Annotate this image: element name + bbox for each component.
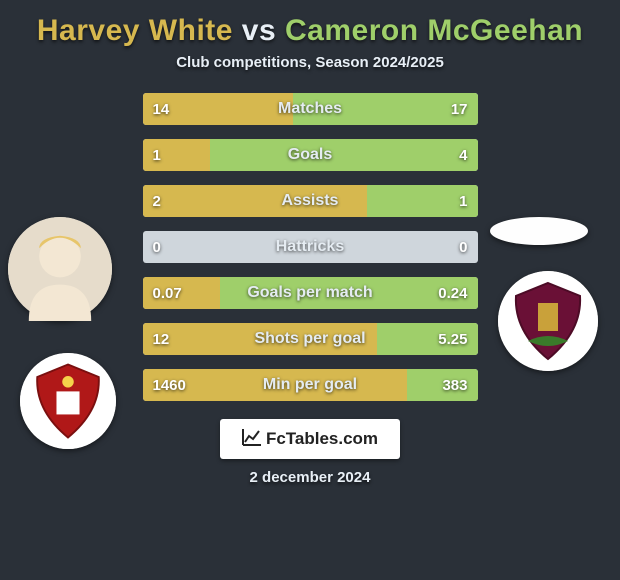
- shield-icon: [20, 353, 116, 449]
- stat-value-left: 1460: [143, 369, 196, 401]
- page-title: Harvey White vs Cameron McGeehan: [0, 0, 620, 54]
- stat-value-right: 0.24: [428, 277, 477, 309]
- vs-text: vs: [233, 14, 285, 47]
- club-crest-right: [498, 271, 598, 371]
- stat-value-left: 0.07: [143, 277, 192, 309]
- stat-value-left: 12: [143, 323, 180, 355]
- club-crest-left: [20, 353, 116, 449]
- bar-fill-right: [210, 139, 478, 171]
- player-left-name: Harvey White: [37, 14, 233, 47]
- shield-icon: [498, 271, 598, 371]
- stat-value-right: 0: [449, 231, 477, 263]
- bar-fill-left: [143, 185, 367, 217]
- stat-value-right: 1: [449, 185, 477, 217]
- brand-text: FcTables.com: [266, 429, 378, 449]
- stat-value-left: 2: [143, 185, 171, 217]
- content-area: 1417Matches14Goals21Assists00Hattricks0.…: [0, 93, 620, 401]
- subtitle: Club competitions, Season 2024/2025: [0, 54, 620, 71]
- stat-value-right: 17: [441, 93, 478, 125]
- stat-value-left: 0: [143, 231, 171, 263]
- stat-value-left: 1: [143, 139, 171, 171]
- brand-logo[interactable]: FcTables.com: [220, 419, 400, 459]
- person-icon: [8, 217, 112, 321]
- player-left-avatar: [8, 217, 112, 321]
- stat-row: 1460383Min per goal: [143, 369, 478, 401]
- footer-date: 2 december 2024: [0, 469, 620, 486]
- chart-icon: [242, 428, 262, 451]
- stat-row: 14Goals: [143, 139, 478, 171]
- stat-value-left: 14: [143, 93, 180, 125]
- stat-row: 0.070.24Goals per match: [143, 277, 478, 309]
- stat-row: 21Assists: [143, 185, 478, 217]
- player-right-avatar-placeholder: [490, 217, 588, 245]
- stat-row: 1417Matches: [143, 93, 478, 125]
- bar-bg: [143, 231, 478, 263]
- stat-value-right: 4: [449, 139, 477, 171]
- stat-bars: 1417Matches14Goals21Assists00Hattricks0.…: [143, 93, 478, 401]
- stat-value-right: 5.25: [428, 323, 477, 355]
- stat-row: 125.25Shots per goal: [143, 323, 478, 355]
- player-right-name: Cameron McGeehan: [285, 14, 583, 47]
- stat-row: 00Hattricks: [143, 231, 478, 263]
- stat-value-right: 383: [432, 369, 477, 401]
